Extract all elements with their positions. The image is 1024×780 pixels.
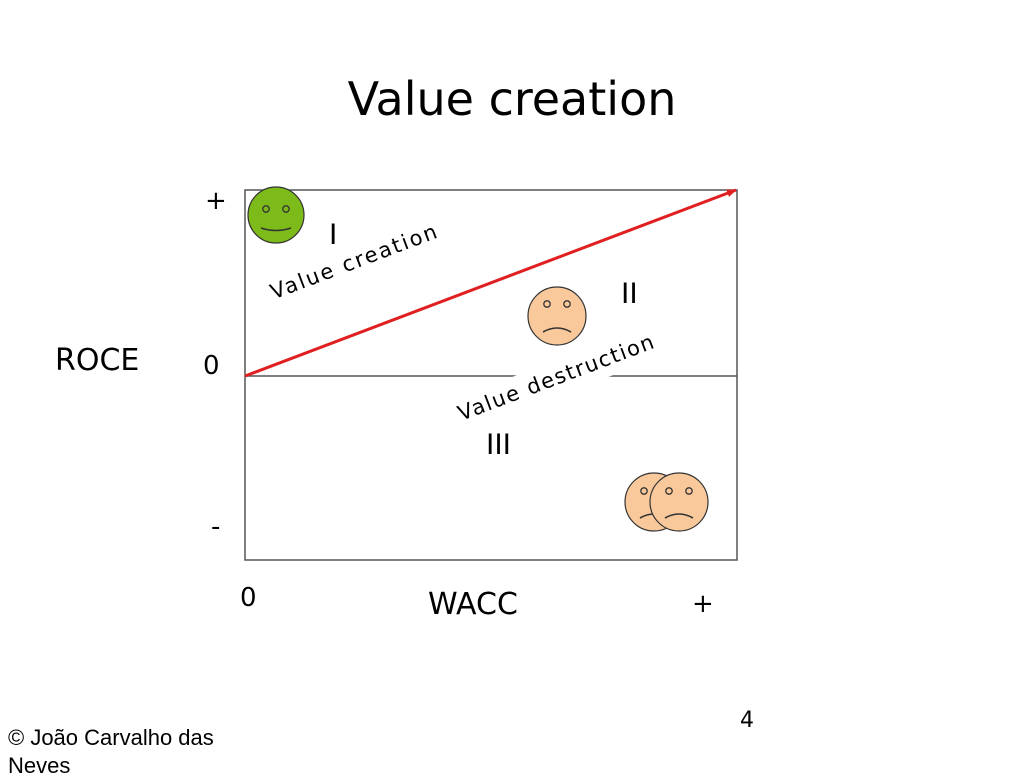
two-sad-faces-icon (624, 472, 709, 532)
wacc-plus-label: + (692, 589, 714, 619)
region-ii-label: II (621, 277, 638, 310)
sad-face-icon (527, 286, 587, 346)
roce-plus-label: + (205, 186, 227, 216)
roce-zero-label: 0 (203, 351, 220, 381)
page-number: 4 (740, 708, 754, 733)
roce-equals-wacc-line (244, 188, 737, 378)
roce-axis-title: ROCE (55, 343, 140, 378)
roce-minus-label: - (211, 512, 221, 542)
copyright-notice: © João Carvalho das Neves (8, 725, 214, 778)
slide-title: Value creation (347, 72, 677, 126)
region-i-label: I (329, 218, 338, 251)
wacc-zero-label: 0 (240, 583, 257, 613)
destruction-label-background (455, 323, 665, 431)
wacc-axis-title: WACC (428, 587, 518, 622)
happy-face-icon (247, 186, 305, 244)
region-iii-label: III (486, 428, 512, 461)
